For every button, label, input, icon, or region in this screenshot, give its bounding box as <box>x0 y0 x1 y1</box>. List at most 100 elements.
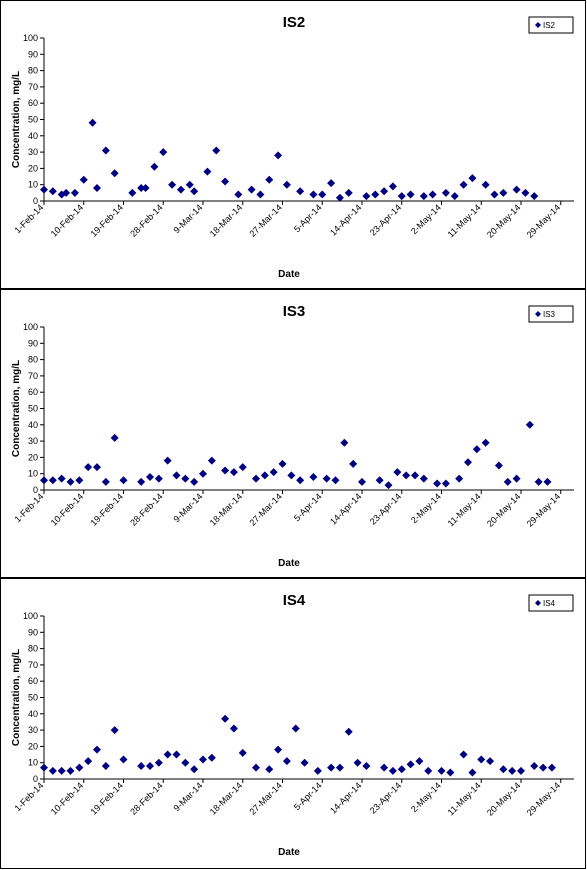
data-point <box>419 192 428 201</box>
data-point <box>353 758 362 767</box>
x-tick-label: 5-Apr-14 <box>292 202 324 234</box>
x-tick-label: 27-Mar-14 <box>247 491 283 527</box>
y-tick-label: 90 <box>28 49 38 59</box>
data-point <box>494 461 503 470</box>
data-point <box>234 190 243 199</box>
data-point <box>110 433 119 442</box>
x-tick-label: 18-Mar-14 <box>208 780 244 816</box>
y-tick-label: 30 <box>28 725 38 735</box>
y-tick-label: 90 <box>28 338 38 348</box>
data-point <box>212 146 221 155</box>
data-point <box>110 169 119 178</box>
data-point <box>203 167 212 176</box>
data-point <box>137 477 146 486</box>
data-point <box>406 760 415 769</box>
data-point <box>424 766 433 775</box>
data-point <box>229 724 238 733</box>
data-point <box>393 468 402 477</box>
data-point <box>512 474 521 483</box>
x-axis-title: Date <box>278 269 300 280</box>
data-point <box>168 180 177 189</box>
data-point <box>247 185 256 194</box>
data-point <box>221 177 230 186</box>
x-tick-label: 23-Apr-14 <box>368 491 403 526</box>
legend-box <box>528 594 574 612</box>
chart-panel-is4: IS4 0 10 20 30 40 50 60 70 80 90 100 1-Feb-14 10-Feb-… <box>0 578 586 869</box>
y-axis-title: Concentration, mg/L <box>11 649 22 746</box>
data-point <box>358 477 366 486</box>
data-point <box>362 192 371 201</box>
data-point <box>110 726 119 735</box>
x-tick-label: 29-May-14 <box>525 491 562 528</box>
data-point <box>163 456 172 465</box>
x-tick-label: 29-May-14 <box>525 780 562 817</box>
chart-title: IS3 <box>283 303 306 320</box>
data-point <box>441 479 450 488</box>
data-point <box>101 146 110 155</box>
data-point <box>388 766 397 775</box>
data-point <box>468 174 477 183</box>
data-point <box>375 476 384 485</box>
x-tick-label: 18-Mar-14 <box>208 202 244 238</box>
y-tick-label: 20 <box>28 741 38 751</box>
data-point <box>349 459 358 468</box>
y-axis-title: Concentration, mg/L <box>11 71 22 168</box>
legend-label: IS2 <box>543 21 556 30</box>
y-axis-title: Concentration, mg/L <box>11 360 22 457</box>
x-tick-label: 11-May-14 <box>446 780 483 817</box>
y-tick-label: 0 <box>33 774 38 784</box>
data-point <box>335 193 344 202</box>
chart-panel-is2: IS2 0 10 20 30 40 50 60 70 80 90 100 1-Feb-14 10-Feb-… <box>0 0 586 289</box>
y-tick-label: 50 <box>28 115 38 125</box>
data-point <box>397 765 406 774</box>
y-tick-label: 50 <box>28 404 38 414</box>
data-point <box>66 766 75 775</box>
data-point <box>93 463 101 472</box>
data-point <box>464 458 472 467</box>
y-tick-label: 80 <box>28 355 38 365</box>
data-point <box>57 474 66 483</box>
data-point <box>207 753 216 762</box>
legend-marker <box>535 22 541 28</box>
data-point <box>318 190 327 199</box>
data-point <box>79 175 88 184</box>
data-point <box>163 750 172 759</box>
y-tick-label: 40 <box>28 420 38 430</box>
x-tick-label: 19-Feb-14 <box>88 780 124 816</box>
data-point <box>88 118 97 127</box>
data-point <box>362 761 371 770</box>
data-point <box>181 758 190 767</box>
data-point <box>229 468 238 477</box>
data-point <box>481 438 490 447</box>
data-point <box>84 463 93 472</box>
data-point <box>181 474 190 483</box>
data-point <box>313 766 322 775</box>
y-tick-label: 40 <box>28 131 38 141</box>
x-tick-label: 9-Mar-14 <box>172 780 205 813</box>
data-point <box>256 190 265 199</box>
data-point <box>176 185 185 194</box>
chart-is3: IS3 0 10 20 30 40 50 60 70 80 90 100 1-Feb-14 10-Feb-… <box>11 303 574 569</box>
y-tick-label: 50 <box>28 693 38 703</box>
y-tick-label: 30 <box>28 147 38 157</box>
x-tick-label: 20-May-14 <box>485 202 522 239</box>
legend-label: IS3 <box>543 310 556 319</box>
x-tick-label: 9-Mar-14 <box>172 202 205 235</box>
y-tick-label: 20 <box>28 452 38 462</box>
data-point <box>322 474 331 483</box>
data-point <box>154 758 163 767</box>
data-point <box>221 714 230 723</box>
data-point <box>428 190 437 199</box>
data-point <box>406 190 415 199</box>
data-point <box>185 180 194 189</box>
x-tick-label: 1-Feb-14 <box>13 202 46 235</box>
data-point <box>411 471 419 480</box>
y-tick-label: 70 <box>28 660 38 670</box>
data-point <box>274 745 283 754</box>
data-point <box>101 761 110 770</box>
data-point <box>441 188 450 197</box>
data-point <box>517 766 525 775</box>
data-point <box>278 459 287 468</box>
x-tick-label: 28-Feb-14 <box>128 780 164 816</box>
data-point <box>207 456 216 465</box>
